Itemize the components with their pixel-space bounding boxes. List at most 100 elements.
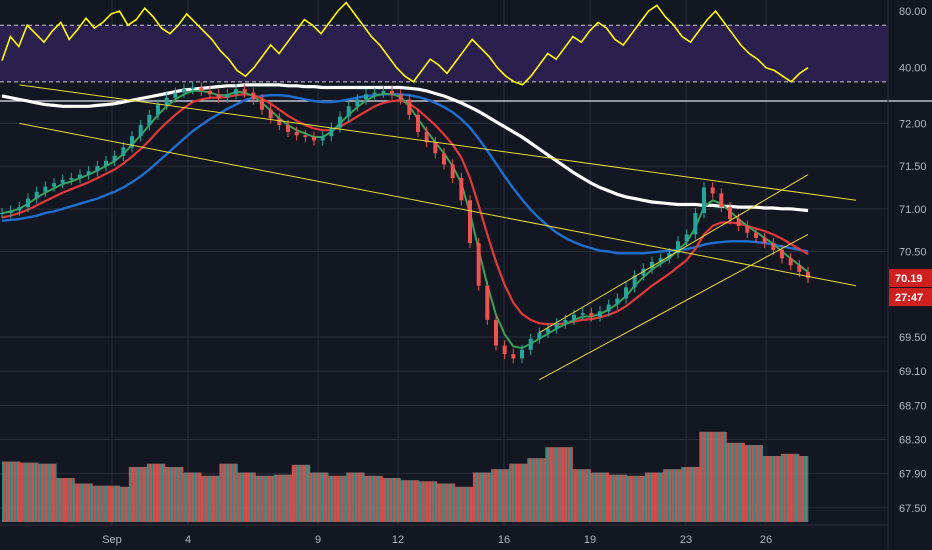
volume-bar — [346, 472, 356, 522]
trendline-channel-upper[interactable] — [539, 174, 809, 334]
candle-body — [104, 160, 108, 167]
candle-body — [164, 97, 169, 105]
candle-body — [684, 234, 689, 242]
candle-body — [260, 99, 264, 110]
volume-bar — [400, 480, 410, 522]
candle-body — [329, 127, 334, 137]
volume-bar — [282, 474, 293, 522]
volume-bar — [654, 472, 664, 522]
trendlines[interactable] — [19, 84, 857, 381]
candle-body — [182, 89, 186, 93]
volume-bar — [427, 481, 437, 522]
price-axis[interactable]: 80.00 40.00 72.00 71.50 71.00 70.50 69.50 69.10… — [899, 6, 927, 515]
volume-bar — [626, 475, 637, 522]
candle-body — [485, 285, 490, 320]
candle-body — [407, 99, 412, 115]
volume-bar — [29, 462, 39, 522]
volume-bar — [644, 472, 655, 522]
volume-bar — [255, 475, 265, 522]
candle-body — [78, 174, 82, 179]
volume-bar — [119, 486, 130, 522]
price-tick-label: 69.50 — [899, 332, 927, 344]
candle-body — [797, 265, 802, 273]
time-tick-label: Sep — [102, 534, 122, 546]
candle-body — [338, 116, 342, 128]
volume-bar — [753, 445, 764, 522]
candle-body — [424, 131, 429, 143]
volume-bar — [500, 469, 510, 522]
trendline-upper-resistance[interactable] — [19, 84, 857, 201]
candle-body — [615, 298, 620, 305]
volume-bar — [300, 464, 311, 522]
price-tick-label: 72.00 — [899, 118, 927, 130]
candle-body — [710, 187, 715, 194]
trendline-channel-lower[interactable] — [539, 234, 809, 381]
volume-bar — [418, 481, 428, 522]
volume-bar — [436, 483, 447, 522]
candle-body — [268, 109, 273, 119]
candle-body — [572, 314, 576, 320]
volume-bar — [20, 462, 30, 522]
candle-body — [121, 147, 126, 156]
candle-body — [34, 191, 39, 199]
volume-bar — [273, 474, 284, 522]
candle-body — [69, 178, 74, 180]
price-tick-label: 71.00 — [899, 204, 927, 216]
volume-bar — [771, 456, 782, 522]
volume-bar — [38, 463, 48, 522]
rsi-line — [1, 1, 809, 86]
volume-bar — [518, 463, 528, 522]
candle-body — [606, 304, 611, 312]
volume-bar — [183, 472, 193, 522]
candle-body — [589, 313, 594, 317]
candle-body — [416, 114, 420, 132]
volume-bar — [590, 472, 601, 522]
volume-bar — [382, 478, 392, 522]
candle-body — [190, 87, 195, 90]
volume-bar — [228, 463, 238, 522]
candle-body — [450, 164, 455, 179]
time-tick-label: 12 — [392, 534, 404, 546]
volume-bar — [47, 463, 57, 522]
price-tick-label: 67.50 — [899, 503, 927, 515]
volume-bar — [445, 483, 456, 522]
candle-body — [364, 94, 368, 100]
candle-body — [225, 94, 230, 98]
candle-body — [624, 287, 628, 299]
time-tick-label: 16 — [498, 534, 510, 546]
candle-body — [303, 135, 308, 138]
volume-bar — [155, 463, 166, 522]
candle-body — [286, 125, 290, 132]
trendline-lower-support[interactable] — [19, 122, 857, 287]
volume-bar — [56, 478, 66, 522]
volume-bar — [672, 469, 682, 522]
candle-body — [502, 345, 507, 355]
candle-body — [346, 106, 351, 117]
candle-body — [719, 193, 724, 208]
candle-body — [554, 323, 559, 329]
candle-body — [216, 94, 221, 98]
candle-body — [632, 275, 637, 288]
volume-bar — [146, 463, 157, 522]
candle-body — [390, 90, 394, 95]
candle-body — [43, 186, 48, 192]
candle-body — [650, 261, 654, 269]
volume-bar — [581, 469, 591, 522]
candle-body — [320, 136, 325, 141]
volume-bar — [165, 467, 175, 522]
volume-bar — [237, 472, 247, 522]
time-axis[interactable]: Sep 4 9 12 16 19 23 26 — [102, 534, 772, 546]
volume-bar — [789, 453, 800, 522]
candle-body — [771, 243, 776, 250]
volume-bar — [762, 456, 773, 522]
volume-bar — [744, 445, 754, 522]
price-tick-label: 71.50 — [899, 161, 927, 173]
candle-body — [294, 131, 299, 136]
candle-body — [693, 213, 698, 235]
volume-bar — [491, 469, 501, 522]
price-tick-label: 70.50 — [899, 247, 927, 259]
candle-body — [173, 92, 178, 98]
volume-bar — [708, 431, 718, 522]
volume-bar — [137, 467, 148, 522]
